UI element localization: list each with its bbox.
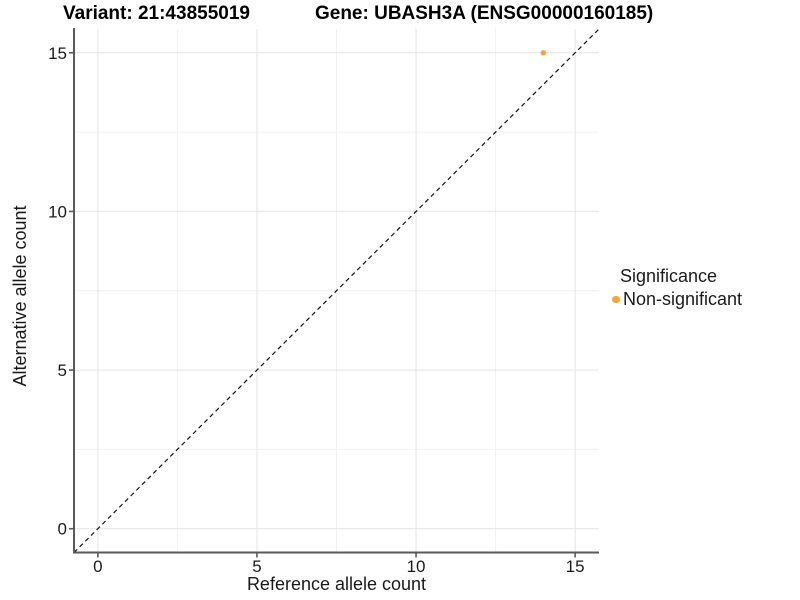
y-axis-title: Alternative allele count <box>10 205 30 386</box>
y-tick-label: 15 <box>48 44 67 63</box>
gene-title: Gene: UBASH3A (ENSG00000160185) <box>314 3 654 24</box>
identity-line <box>73 28 600 553</box>
legend-swatch-dot-icon <box>612 295 620 304</box>
legend-title: Significance <box>620 266 718 286</box>
grid-minor <box>74 29 599 553</box>
x-tick-label: 5 <box>252 557 261 576</box>
legend: Significance Non-significant <box>612 266 742 310</box>
legend-item: Non-significant <box>612 289 742 310</box>
legend-item-label: Non-significant <box>623 289 743 309</box>
x-tick-label: 0 <box>93 557 102 576</box>
grid-major <box>74 29 599 553</box>
x-tick-label: 15 <box>566 557 585 576</box>
x-tick-label: 10 <box>407 557 426 576</box>
y-tick-label: 5 <box>58 361 67 380</box>
y-tick-label: 10 <box>48 202 67 221</box>
plot-title: Variant: 21:43855019 Gene: UBASH3A (ENSG… <box>63 3 653 25</box>
chart-layers: 0 5 10 15 0 5 10 15 <box>48 28 600 576</box>
y-tick-label: 0 <box>58 520 67 539</box>
variant-title: Variant: 21:43855019 <box>63 3 250 24</box>
data-point <box>540 50 547 56</box>
x-axis-title: Reference allele count <box>247 574 426 594</box>
